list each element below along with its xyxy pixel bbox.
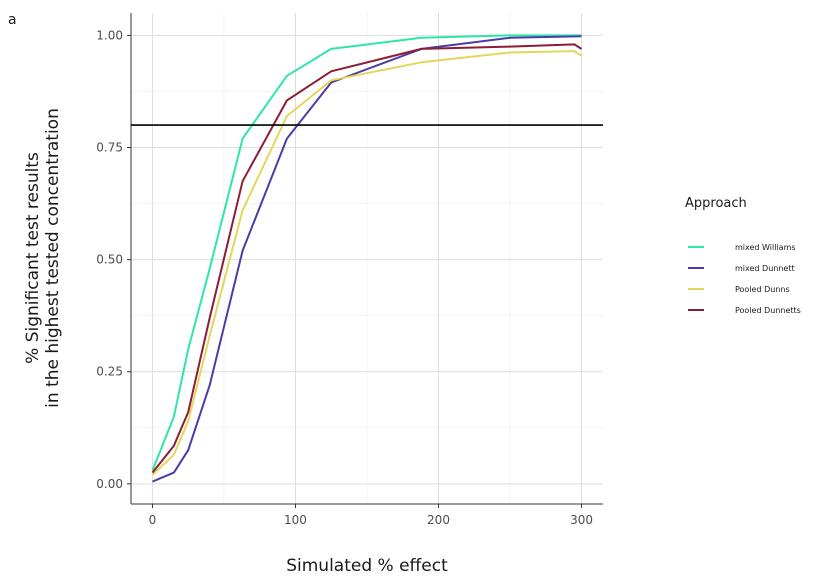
y-tick-label: 0.25 xyxy=(96,365,123,379)
y-tick-label: 0.00 xyxy=(96,477,123,491)
x-tick-label: 300 xyxy=(570,513,593,527)
x-tick-label: 200 xyxy=(427,513,450,527)
legend-label: mixed Williams xyxy=(735,243,796,252)
x-tick-label: 100 xyxy=(284,513,307,527)
grid xyxy=(131,13,603,504)
legend-title: Approach xyxy=(685,196,747,211)
panel-tag: a xyxy=(8,12,17,28)
series-line-pooled-dunnetts xyxy=(151,43,583,474)
series-line-pooled-dunns xyxy=(151,50,583,476)
legend: Approach mixed Williams mixed Dunnett Pool… xyxy=(685,196,801,315)
y-axis-title-line-1: % Significant test results xyxy=(23,152,43,364)
y-tick-label: 1.00 xyxy=(96,28,123,42)
series-lines xyxy=(151,34,583,483)
y-axis-title-line-2: in the highest tested concentration xyxy=(43,108,63,408)
legend-label: mixed Dunnett xyxy=(735,264,795,273)
series-line-mixed-dunnett xyxy=(152,35,582,483)
x-tick-label: 0 xyxy=(149,513,157,527)
tick-labels: 0.00 0.25 0.50 0.75 1.00 0 100 200 300 xyxy=(96,28,593,527)
legend-label: Pooled Dunnetts xyxy=(735,306,801,315)
y-tick-label: 0.75 xyxy=(96,141,123,155)
axes xyxy=(127,13,603,508)
series-line-mixed-williams xyxy=(151,34,582,471)
x-axis-title: Simulated % effect xyxy=(286,556,448,576)
y-tick-label: 0.50 xyxy=(96,253,123,267)
legend-label: Pooled Dunns xyxy=(735,285,790,294)
